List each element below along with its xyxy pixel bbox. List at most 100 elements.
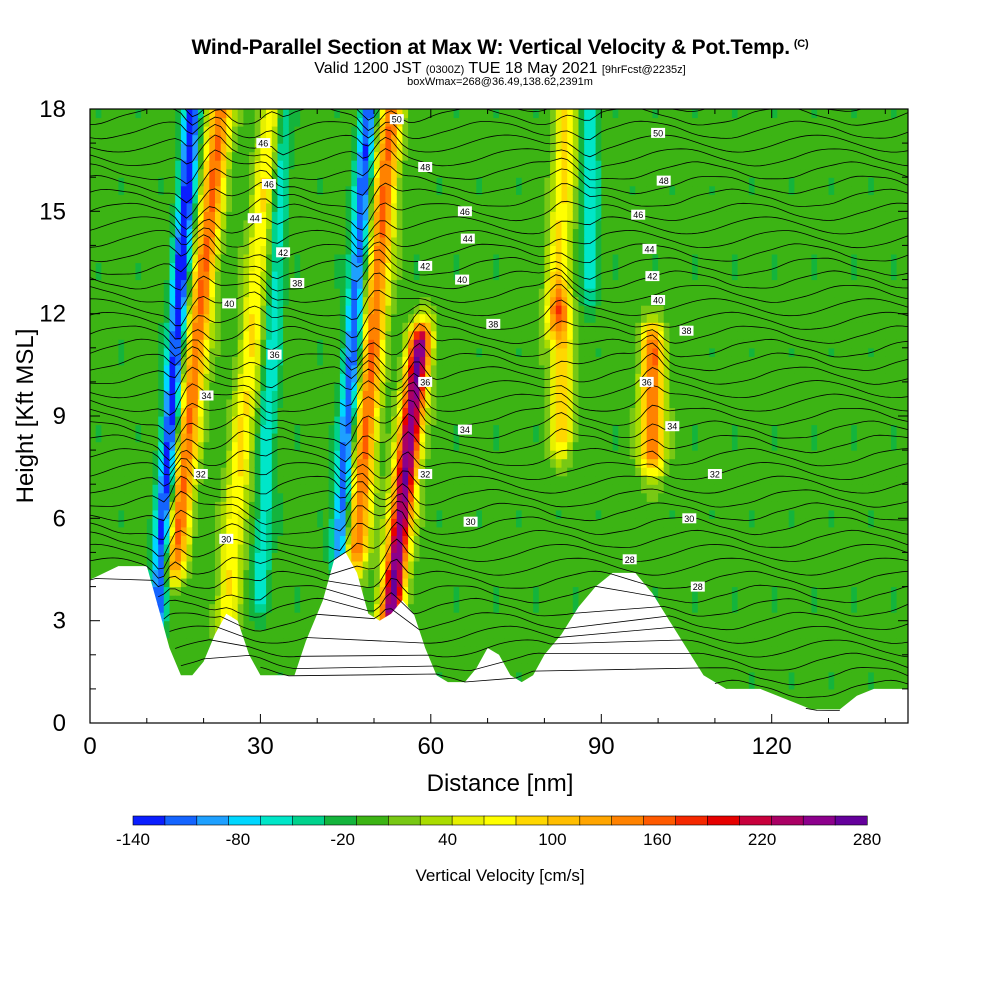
velocity-cell [169,578,176,588]
velocity-cell [351,501,358,511]
velocity-cell [249,458,256,468]
velocity-cell [277,177,284,187]
velocity-cell [436,134,443,144]
velocity-cell [402,441,409,451]
velocity-cell [283,458,290,468]
velocity-cell [408,526,415,536]
velocity-cell [124,219,131,229]
velocity-cell [129,518,137,528]
velocity-cell [249,543,256,553]
velocity-cell [192,381,199,391]
velocity-cell [317,313,324,323]
velocity-cell [141,109,148,119]
velocity-cell [453,458,460,468]
velocity-cell [135,219,142,229]
velocity-cell [163,296,171,306]
velocity-cell [357,160,364,170]
velocity-cell [237,143,244,153]
velocity-cell [419,245,426,255]
velocity-cell [243,160,250,170]
velocity-cell [283,654,290,664]
velocity-cell [322,509,330,519]
velocity-cell [271,194,279,204]
velocity-cell [464,219,472,229]
velocity-cell [163,330,171,340]
velocity-cell [464,390,472,400]
velocity-cell [158,202,165,212]
velocity-cell [129,117,137,127]
velocity-cell [334,330,341,340]
velocity-cell [101,134,108,144]
velocity-cell [322,211,330,221]
velocity-cell [447,288,455,298]
velocity-cell [180,595,188,605]
velocity-cell [271,254,279,264]
velocity-cell [305,322,313,332]
velocity-cell [459,296,466,306]
velocity-cell [203,552,210,562]
velocity-cell [107,143,114,153]
velocity-cell [180,433,188,443]
velocity-cell [300,219,307,229]
velocity-cell [266,279,273,289]
velocity-cell [220,330,227,340]
velocity-cell [266,381,273,391]
velocity-cell [277,356,284,366]
velocity-cell [141,322,148,332]
velocity-cell [180,390,188,400]
velocity-cell [288,254,296,264]
velocity-cell [101,151,108,161]
velocity-cell [107,535,114,545]
velocity-cell [90,202,97,212]
velocity-cell [453,168,460,178]
velocity-cell [141,441,148,451]
velocity-cell [169,543,176,553]
velocity-cell [90,126,97,136]
velocity-cell [288,518,296,528]
velocity-cell [197,228,205,238]
velocity-cell [135,339,142,349]
velocity-cell [254,586,261,596]
velocity-cell [357,356,364,366]
velocity-cell [90,356,97,366]
velocity-cell [328,535,335,545]
velocity-cell [305,467,313,477]
velocity-cell [186,254,193,264]
velocity-cell [215,109,222,119]
velocity-cell [334,543,341,553]
velocity-cell [260,398,267,408]
velocity-cell [175,109,182,119]
velocity-cell [283,398,290,408]
velocity-cell [294,254,301,264]
velocity-cell [152,211,159,221]
velocity-cell [175,416,182,426]
velocity-cell [362,219,369,229]
velocity-cell [470,561,477,571]
velocity-cell [453,296,460,306]
velocity-cell [169,254,176,264]
velocity-cell [322,578,330,588]
velocity-cell [283,416,290,426]
velocity-cell [277,526,284,536]
velocity-cell [476,245,483,255]
velocity-cell [152,279,159,289]
velocity-cell [453,322,460,332]
velocity-cell [215,330,222,340]
velocity-cell [169,424,176,434]
velocity-cell [209,398,216,408]
velocity-cell [118,561,125,571]
velocity-cell [237,364,244,374]
velocity-cell [95,279,102,289]
velocity-cell [152,236,159,246]
velocity-cell [175,330,182,340]
velocity-cell [203,398,210,408]
velocity-cell [300,347,307,357]
velocity-cell [266,603,273,613]
velocity-cell [328,330,335,340]
velocity-cell [266,467,273,477]
velocity-cell [470,356,477,366]
velocity-cell [146,398,154,408]
velocity-cell [408,441,415,451]
velocity-cell [146,134,154,144]
velocity-cell [334,126,341,136]
